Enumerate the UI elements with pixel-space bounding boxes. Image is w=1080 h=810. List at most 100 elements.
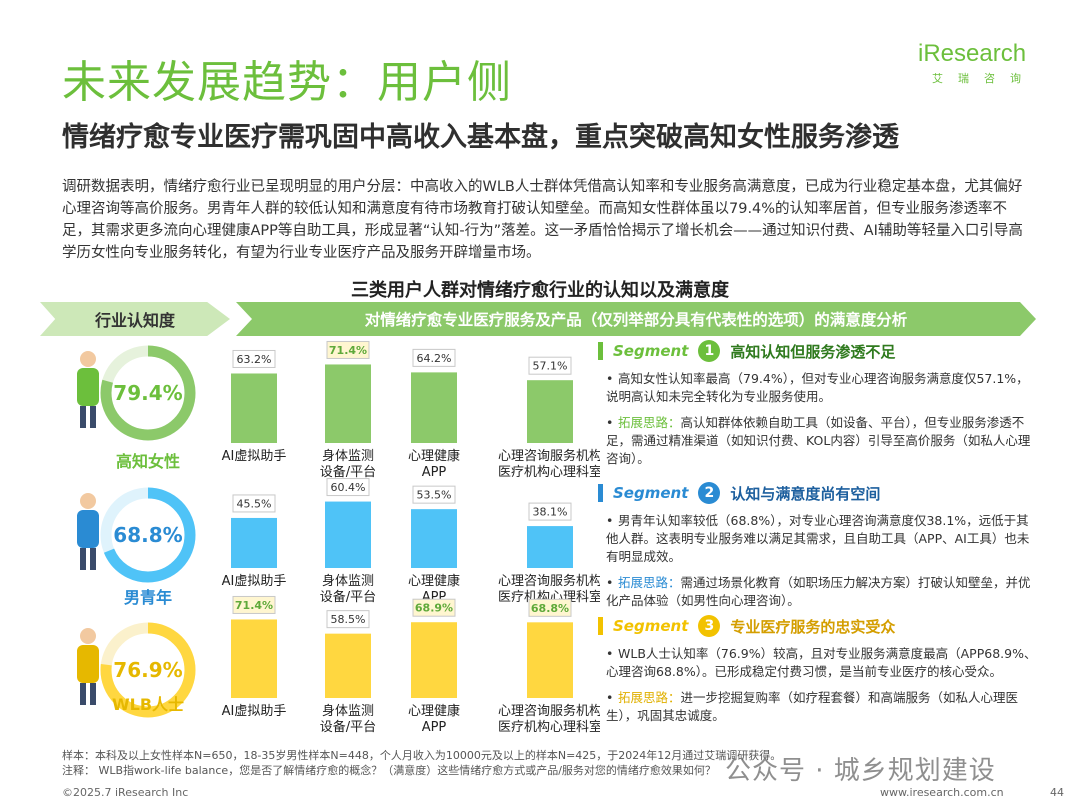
bar xyxy=(411,622,457,698)
category-label: 心理咨询服务机构 xyxy=(498,573,600,589)
segment-3-finding: • WLB人士认知率（76.9%）较高，且对专业服务满意度最高（APP68.9%、… xyxy=(606,646,1037,679)
bar xyxy=(231,517,277,568)
iresearch-logo: iResearch 艾瑞咨询 xyxy=(918,40,1058,98)
category-label: APP xyxy=(422,465,447,480)
bar xyxy=(527,622,573,698)
segment-2-number: 2 xyxy=(698,482,721,504)
bar-value-label: 53.5% xyxy=(417,489,452,502)
definition-note: 注释： WLB指work-life balance，您是否了解情绪疗愈的概念？（… xyxy=(62,764,716,777)
person-leg-icon xyxy=(80,548,86,570)
bar xyxy=(411,372,457,443)
bar xyxy=(325,633,371,698)
segment-3-marker xyxy=(598,617,603,635)
page-subtitle: 情绪疗愈专业医疗需巩固中高收入基本盘，重点突破高知女性服务渗透 xyxy=(62,122,899,153)
person-head-icon xyxy=(80,493,96,509)
category-label: 身体监测 xyxy=(322,448,374,464)
bar-value-label: 63.2% xyxy=(237,353,272,366)
segment-2: Segment 2 认知与满意度尚有空间 • 男青年认知率较低（68.8%），对专… xyxy=(598,482,1038,610)
donut-arc xyxy=(100,622,196,718)
segment-1-title: 高知认知但服务渗透不足 xyxy=(730,342,896,361)
segment-3-word: Segment xyxy=(613,617,689,635)
footer-copyright: ©2025.7 iResearch Inc xyxy=(62,786,189,799)
person-leg-icon xyxy=(90,406,96,428)
bar-value-label: 45.5% xyxy=(237,497,272,510)
bar-label-box xyxy=(528,502,572,521)
segment-3: Segment 3 专业医疗服务的忠实受众 • WLB人士认知率（76.9%）较高… xyxy=(598,615,1038,725)
category-label: AI虚拟助手 xyxy=(222,449,287,464)
bar-label-box xyxy=(232,349,276,368)
page-title: 未来发展趋势：用户侧 xyxy=(62,57,512,108)
category-label: 心理咨询服务机构 xyxy=(498,703,600,719)
segment-1-marker xyxy=(598,342,603,360)
bar xyxy=(325,501,371,568)
bar-label-box xyxy=(232,595,276,614)
category-label: APP xyxy=(422,720,447,735)
segment-2-finding: • 男青年认知率较低（68.8%），对专业心理咨询满意度仅38.1%，远低于其他人… xyxy=(606,513,1030,564)
person-head-icon xyxy=(80,628,96,644)
bar-value-label: 58.5% xyxy=(331,613,366,626)
satisfaction-bar-chart: 63.2%AI虚拟助手71.4%身体监测设备/平台64.2%心理健康APP57.… xyxy=(222,340,600,735)
category-label: 心理健康 xyxy=(408,703,460,719)
segment-2-marker xyxy=(598,484,603,502)
bar-value-label: 68.8% xyxy=(531,602,569,615)
segment-1-idea: • 拓展思路：高认知群体依赖自助工具（如设备、平台），但专业服务渗透不足，需通过精… xyxy=(606,415,1031,466)
bar xyxy=(231,373,277,443)
group-name: 男青年 xyxy=(124,588,172,607)
bar-value-label: 57.1% xyxy=(533,360,568,373)
category-label: 医疗机构心理科室 xyxy=(498,589,600,605)
category-label: 心理健康 xyxy=(408,573,460,589)
bar-value-label: 71.4% xyxy=(235,599,273,612)
category-label: 身体监测 xyxy=(322,703,374,719)
group-name: WLB人士 xyxy=(112,695,184,714)
logo-subtext: 艾瑞咨询 xyxy=(932,72,1036,85)
category-label: 心理咨询服务机构 xyxy=(498,448,600,464)
bar-value-label: 38.1% xyxy=(533,506,568,519)
segment-3-number: 3 xyxy=(698,615,721,637)
footer-url[interactable]: www.iresearch.com.cn xyxy=(880,786,1004,799)
segment-3-title: 专业医疗服务的忠实受众 xyxy=(730,617,896,636)
category-label: AI虚拟助手 xyxy=(222,574,287,589)
bar-label-box xyxy=(326,340,370,359)
bar-value-label: 71.4% xyxy=(329,344,367,357)
awareness-donuts: 79.4% 高知女性 68.8% 男青年 76.9% WLB人士 xyxy=(77,345,196,718)
category-label: 身体监测 xyxy=(322,573,374,589)
segment-2-idea: • 拓展思路：需通过场景化教育（如职场压力解决方案）打破认知壁垒，并优化产品体验（… xyxy=(606,575,1031,608)
person-leg-icon xyxy=(80,406,86,428)
person-leg-icon xyxy=(80,683,86,705)
person-body-icon xyxy=(77,510,99,548)
bar xyxy=(231,619,277,698)
bar-label-box xyxy=(412,485,456,504)
person-leg-icon xyxy=(90,683,96,705)
donut-value: 68.8% xyxy=(113,523,182,547)
watermark: 公众号 · 城乡规划建设 xyxy=(725,756,996,786)
bar-value-label: 60.4% xyxy=(331,481,366,494)
person-body-icon xyxy=(77,368,99,406)
bar-value-label: 68.9% xyxy=(415,602,453,615)
segment-2-heading: Segment 2 认知与满意度尚有空间 xyxy=(598,482,1038,504)
chart-title: 三类用户人群对情绪疗愈行业的认知以及满意度 xyxy=(351,280,729,301)
person-body-icon xyxy=(77,645,99,683)
segment-2-word: Segment xyxy=(613,484,689,502)
page-number: 44 xyxy=(1050,786,1064,799)
group-name: 高知女性 xyxy=(116,452,180,471)
bar-label-box xyxy=(528,598,572,617)
bar-label-box xyxy=(528,356,572,375)
category-label: 心理健康 xyxy=(408,448,460,464)
segment-3-idea: • 拓展思路：进一步挖掘复购率（如疗程套餐）和高端服务（如私人心理医生），巩固其忠… xyxy=(606,690,1019,723)
segment-1-word: Segment xyxy=(613,342,689,360)
lead-paragraph: 调研数据表明，情绪疗愈行业已呈现明显的用户分层：中高收入的WLB人士群体凭借高认… xyxy=(62,179,1023,261)
segment-1-finding: • 高知女性认知率最高（79.4%），但对专业心理咨询服务满意度仅57.1%，说明… xyxy=(606,371,1029,404)
banner-awareness: 行业认知度 xyxy=(40,302,230,336)
bar xyxy=(325,364,371,443)
category-label: 医疗机构心理科室 xyxy=(498,464,600,480)
logo-text: iResearch xyxy=(918,40,1027,67)
donut-value: 76.9% xyxy=(113,658,182,682)
category-label: 医疗机构心理科室 xyxy=(498,719,600,735)
donut-arc xyxy=(100,487,196,583)
bar xyxy=(527,526,573,568)
segment-1-number: 1 xyxy=(698,340,721,362)
segment-1-heading: Segment 1 高知认知但服务渗透不足 xyxy=(598,340,1038,362)
donut-value: 79.4% xyxy=(113,381,182,405)
bar-label-box xyxy=(326,610,370,629)
bar-label-box xyxy=(412,598,456,617)
